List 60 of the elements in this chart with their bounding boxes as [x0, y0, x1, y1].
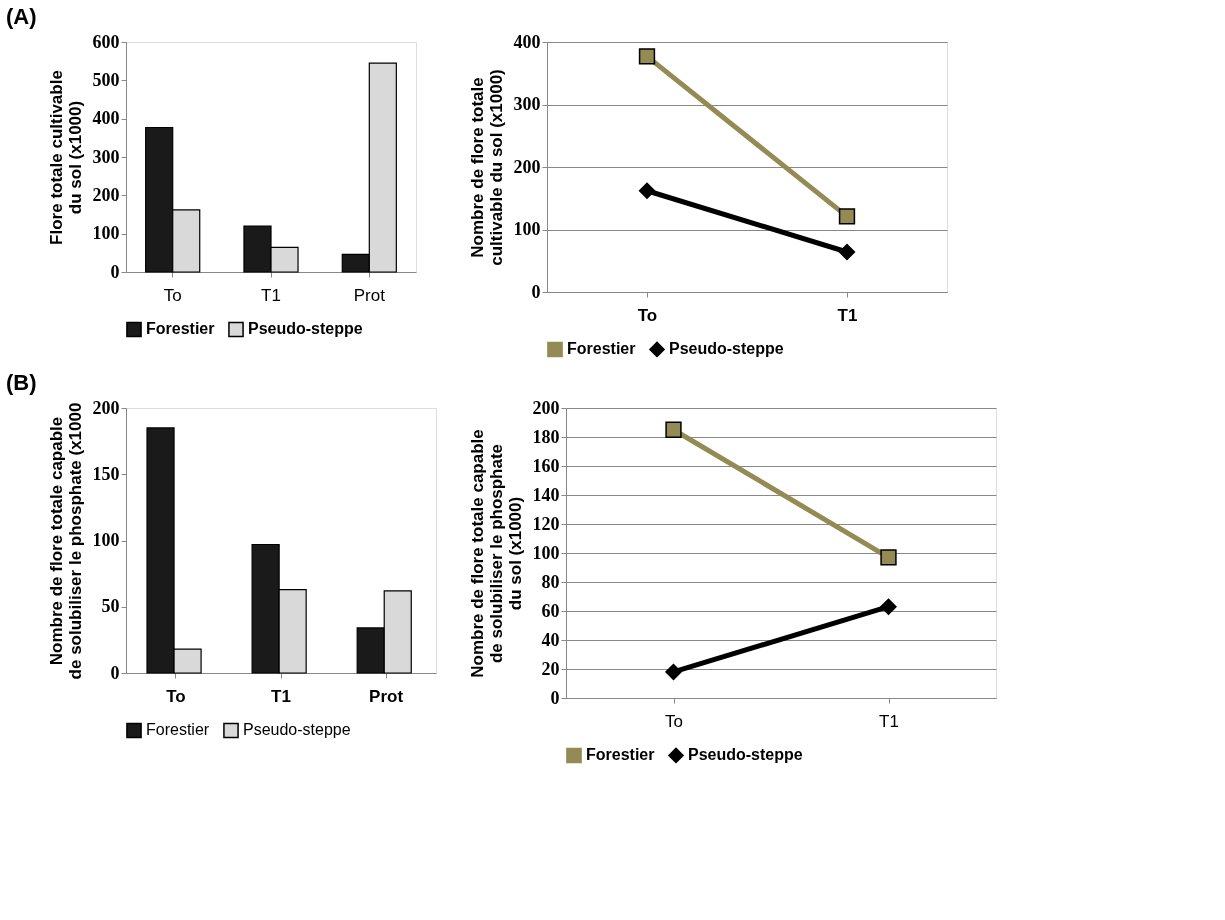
y-tick-label: 200 [92, 184, 120, 205]
y-tick-label: 0 [110, 261, 120, 282]
y-tick-label: 200 [513, 156, 541, 177]
y-tick-label: 0 [550, 687, 560, 708]
y-tick-label: 600 [92, 31, 120, 52]
point [665, 421, 682, 438]
legend-label: Forestier [146, 320, 215, 338]
y-tick-label: 20 [541, 658, 560, 679]
y-tick-label: 180 [532, 426, 560, 447]
x-tick-label: To [665, 711, 683, 731]
x-tick-label: To [637, 305, 658, 325]
legend-label: Pseudo-steppe [669, 340, 784, 358]
y-tick-label: 300 [92, 146, 120, 167]
y-axis-title: Flore totale cultivable du sol (x1000) [46, 70, 85, 245]
x-tick-label: Prot [369, 686, 404, 706]
y-tick-label: 150 [92, 463, 120, 484]
y-tick-label: 400 [92, 108, 120, 129]
y-tick-label: 80 [541, 571, 560, 592]
point [665, 663, 682, 681]
point [838, 243, 856, 261]
y-tick-label: 140 [532, 484, 560, 505]
y-tick-label: 160 [532, 455, 560, 476]
point [880, 598, 897, 615]
legend-label: Forestier [567, 340, 636, 358]
legend-label: Forestier [146, 721, 210, 739]
y-tick-label: 100 [532, 542, 560, 563]
x-tick-label: T1 [261, 285, 281, 305]
x-tick-label: T1 [271, 686, 291, 706]
point [838, 208, 856, 225]
point [638, 182, 656, 199]
y-tick-label: 500 [92, 69, 120, 90]
y-tick-label: 100 [92, 530, 120, 550]
y-tick-label: 0 [531, 281, 541, 302]
legend-label: Pseudo-steppe [688, 746, 803, 764]
y-axis-title: Nombre de flore totale capable de solubiliser le phosphate (x1000 [46, 402, 85, 680]
x-tick-label: T1 [837, 305, 858, 325]
x-tick-label: Prot [353, 285, 386, 305]
x-tick-label: T1 [879, 711, 899, 731]
legend-label: Forestier [586, 746, 655, 764]
y-tick-label: 200 [532, 397, 560, 418]
y-tick-label: 40 [541, 629, 560, 650]
text: (A) [6, 4, 37, 29]
y-axis-title: Nombre de flore totale cultivable du sol (x1000) [467, 69, 506, 266]
y-tick-label: 0 [110, 662, 120, 683]
text: (B) [6, 370, 37, 395]
x-tick-label: To [163, 285, 182, 305]
legend-label: Pseudo-steppe [243, 721, 351, 739]
legend-label: Pseudo-steppe [248, 320, 363, 338]
y-tick-label: 50 [101, 596, 120, 617]
y-tick-label: 200 [92, 397, 120, 418]
x-tick-label: To [166, 686, 186, 706]
y-tick-label: 100 [513, 219, 541, 239]
point [880, 549, 897, 566]
y-tick-label: 60 [541, 600, 560, 621]
y-axis-title: Nombre de flore totale capable de solubiliser le phosphate du sol (x1000) [467, 429, 525, 678]
y-tick-label: 400 [513, 31, 541, 52]
point [638, 48, 656, 65]
y-tick-label: 100 [92, 223, 120, 244]
y-tick-label: 120 [532, 513, 560, 534]
y-tick-label: 300 [513, 94, 541, 114]
